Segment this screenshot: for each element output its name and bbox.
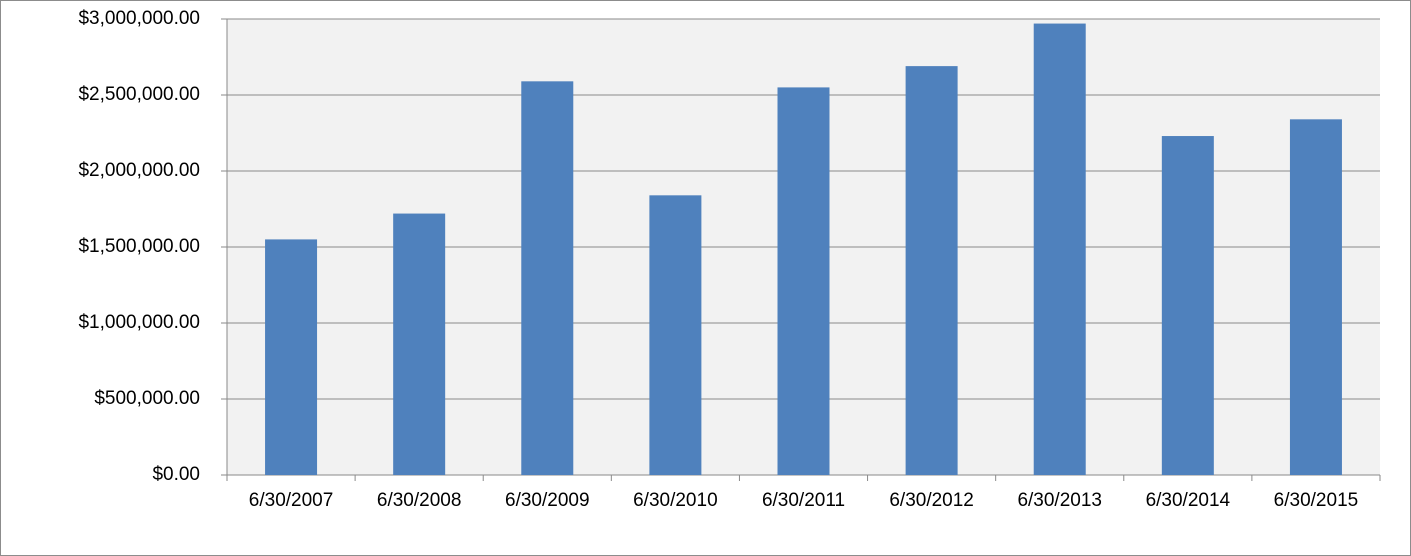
y-tick-label: $3,000,000.00 bbox=[78, 8, 200, 29]
x-tick-label: 6/30/2011 bbox=[762, 490, 845, 511]
x-tick-label: 6/30/2007 bbox=[249, 490, 334, 511]
y-tick-label: $0.00 bbox=[152, 464, 200, 485]
x-tick-label: 6/30/2015 bbox=[1274, 490, 1359, 511]
bar bbox=[1289, 119, 1342, 475]
bar bbox=[521, 81, 574, 475]
bar bbox=[905, 66, 958, 476]
x-tick-label: 6/30/2010 bbox=[633, 490, 718, 511]
y-tick-label: $2,500,000.00 bbox=[78, 84, 200, 105]
bar bbox=[393, 213, 446, 475]
x-tick-label: 6/30/2009 bbox=[505, 490, 590, 511]
x-tick-label: 6/30/2013 bbox=[1017, 490, 1102, 511]
bar bbox=[649, 195, 702, 475]
bar bbox=[777, 87, 830, 476]
x-tick-label: 6/30/2012 bbox=[889, 490, 974, 511]
y-tick-label: $1,000,000.00 bbox=[78, 312, 200, 333]
x-tick-label: 6/30/2014 bbox=[1146, 490, 1231, 511]
y-tick-label: $2,000,000.00 bbox=[78, 160, 200, 181]
y-tick-label: $1,500,000.00 bbox=[78, 236, 200, 257]
bar bbox=[265, 239, 318, 475]
bar bbox=[1161, 136, 1214, 476]
x-tick-label: 6/30/2008 bbox=[377, 490, 462, 511]
y-tick-label: $500,000.00 bbox=[94, 388, 200, 409]
bar bbox=[1033, 23, 1086, 476]
